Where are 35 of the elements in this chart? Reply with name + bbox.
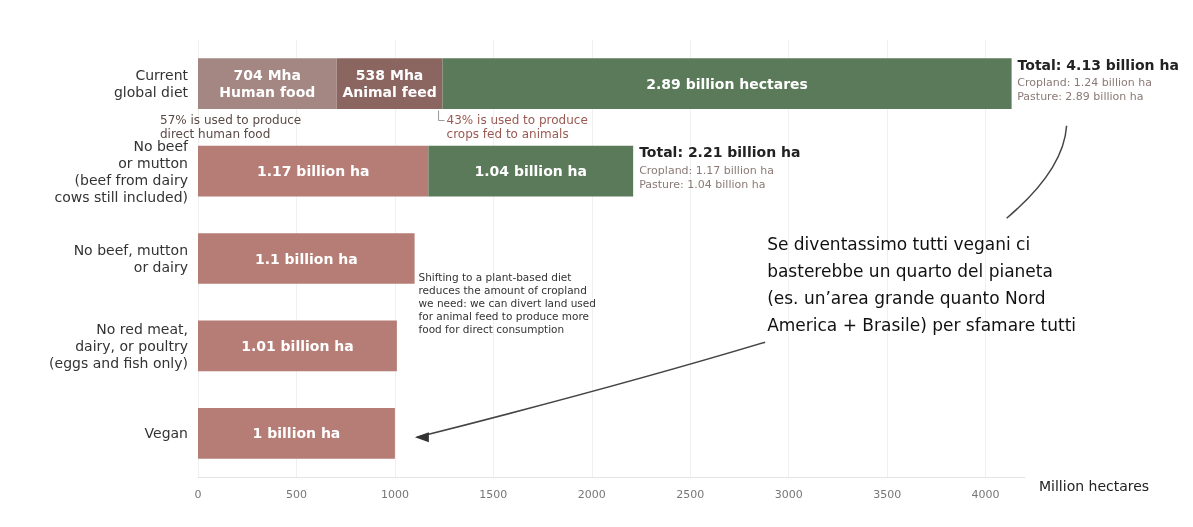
data-label: 704 Mha Human food [219,67,316,101]
x-tick-label: 500 [285,488,307,501]
annotation: 2.89 billion hectares [646,75,808,92]
annotation: Cropland: 1.24 billion ha Pasture: 2.89 billion ha [1017,76,1152,104]
annotation: 43% is used to produce crops fed to animals [446,112,588,141]
annotation: 1.1 billion ha [254,250,358,267]
x-tick-label: 1500 [479,488,508,501]
y-tick-label: No beef, mutton or dairy [73,242,188,275]
bar [198,145,429,197]
x-tick-label: 3000 [774,488,803,501]
annotation: 1.04 billion ha [474,163,588,180]
y-tick-label: Vegan [144,425,188,442]
x-tick-label: 3500 [873,488,902,501]
data-label: 538 Mha Animal feed [342,67,437,101]
bar [428,145,634,197]
annotation: 1.01 billion ha [241,337,354,354]
annotation: 1.17 billion ha [256,163,370,180]
bar [442,58,1012,110]
x-tick-label: 1000 [380,488,409,501]
y-tick-label: Current global diet [113,67,189,101]
x-tick-label: 4000 [971,488,1000,501]
annotation: Shifting to a plant-based diet reduces the amount of cropland we need: we can divert land used for animal feed to produce more food for direct consumption [418,270,596,335]
annotation: Se diventassimo tutti vegani ci basterebbe un quarto del pianeta (es. un’area grande quanto Nord America + Brasile) per sfamare tutti [767,233,1077,335]
x-tick-label: 2500 [676,488,705,501]
bar [198,320,397,372]
x-tick-label: 2000 [577,488,606,501]
annotation: Cropland: 1.17 billion ha Pasture: 1.04 billion ha [639,163,774,191]
annotation: 1 billion ha [252,425,341,442]
total-label: Total: 2.21 billion ha [639,144,801,161]
bar [198,407,395,459]
x-axis-title: Million hectares [1039,478,1150,494]
total-label: Total: 4.13 billion ha [1017,56,1179,73]
bar [198,233,415,284]
y-tick-label: No red meat, dairy, or poultry (eggs and fish only) [49,320,188,371]
x-tick-label: 0 [194,488,202,501]
